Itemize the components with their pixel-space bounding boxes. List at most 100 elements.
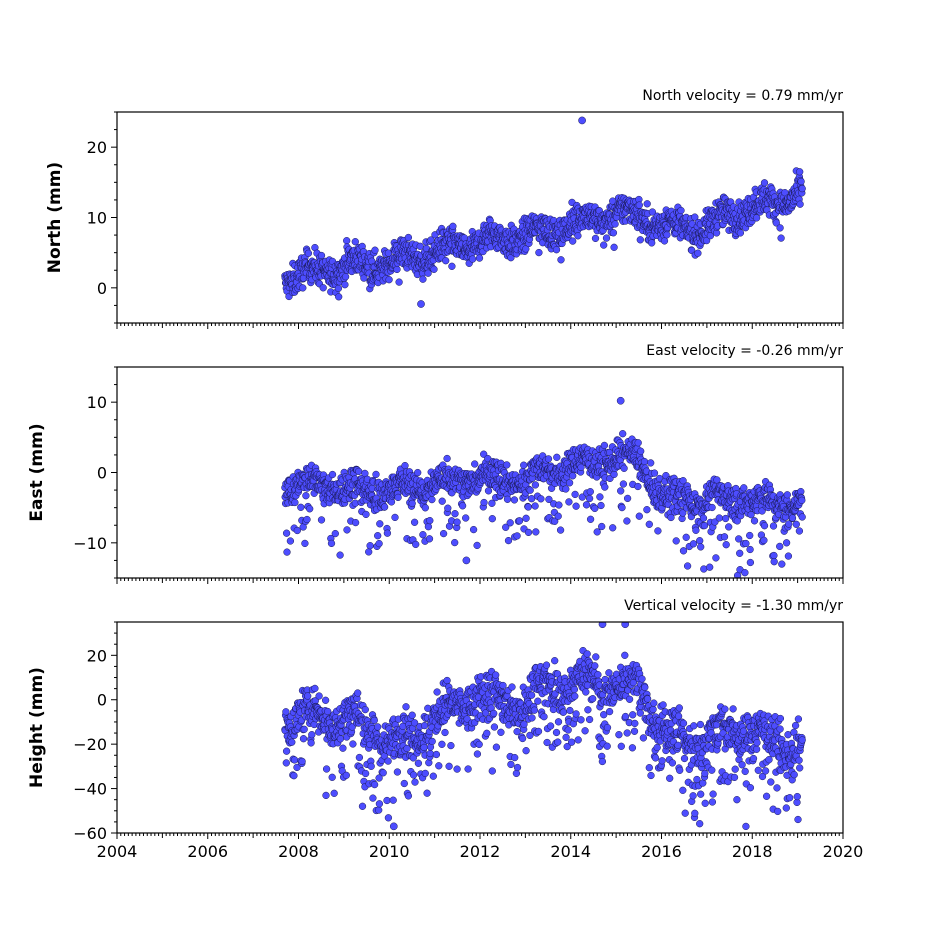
east-point (770, 551, 778, 560)
east-point (700, 521, 709, 530)
height-point (674, 712, 683, 720)
height-point (379, 769, 387, 777)
east-point (760, 536, 768, 544)
height-point (773, 784, 781, 792)
height-point (675, 704, 683, 712)
north-point (660, 237, 669, 245)
height-point (572, 710, 580, 718)
height-point (282, 759, 290, 767)
north-point (752, 214, 761, 222)
north-point (468, 255, 477, 263)
height-point (433, 688, 441, 696)
north-point (351, 238, 359, 246)
east-point (471, 460, 479, 468)
height-point (774, 807, 782, 816)
height-point (411, 778, 419, 786)
height-point (621, 712, 630, 721)
height-point (508, 683, 516, 691)
height-point (540, 713, 548, 721)
east-point (362, 510, 370, 519)
east-point (610, 470, 618, 479)
height-point (746, 784, 755, 792)
height-point (421, 769, 429, 778)
north-point (611, 220, 619, 228)
east-point (783, 491, 791, 499)
height-point (605, 707, 614, 716)
north-point (552, 246, 561, 254)
height-point (658, 757, 666, 765)
east-point (623, 517, 631, 525)
height-point (546, 722, 555, 730)
height-point (367, 762, 375, 770)
north-point (600, 241, 608, 249)
height-point (445, 762, 453, 770)
east-point (596, 493, 604, 501)
height-point (349, 740, 357, 748)
height-point (794, 715, 803, 723)
east-point (689, 540, 698, 548)
height-point (414, 759, 423, 767)
east-point (591, 504, 599, 513)
height-point (592, 653, 600, 661)
east-point (551, 517, 559, 525)
height-point (423, 789, 431, 797)
height-point (370, 780, 379, 789)
height-point (651, 754, 660, 762)
east-outlier-point (462, 556, 471, 565)
east-velocity-title: East velocity = -0.26 mm/yr (646, 343, 843, 359)
north-points (281, 116, 806, 308)
east-point (504, 536, 513, 545)
height-point (617, 742, 625, 750)
east-point (421, 504, 429, 512)
east-point (531, 502, 539, 510)
height-point (776, 714, 785, 723)
east-point (721, 514, 730, 523)
height-point (729, 705, 737, 713)
east-point (735, 535, 743, 543)
height-point (674, 741, 682, 749)
east-point (582, 501, 591, 509)
height-point (790, 771, 798, 779)
north-point (335, 293, 343, 301)
east-point (526, 486, 534, 494)
east-point (283, 548, 291, 556)
height-point (615, 731, 623, 739)
height-point (475, 740, 483, 749)
height-point (742, 822, 750, 831)
height-point (554, 718, 563, 726)
east-point (699, 514, 708, 522)
height-point (752, 745, 761, 753)
east-point (503, 495, 512, 503)
height-point (497, 728, 505, 736)
east-point (597, 501, 605, 510)
east-point (569, 472, 577, 480)
east-point (488, 499, 496, 507)
height-point (298, 757, 306, 766)
height-point (689, 792, 697, 800)
height-point (564, 726, 572, 734)
east-point (380, 503, 389, 511)
height-point (552, 728, 561, 737)
height-point (639, 734, 648, 742)
east-point (750, 517, 759, 525)
north-point (424, 269, 432, 277)
north-point (522, 245, 530, 253)
height-point (522, 747, 530, 755)
north-point (430, 265, 438, 273)
height-point (443, 676, 451, 685)
north-point (643, 200, 651, 208)
height-point (328, 773, 336, 781)
height-point (282, 708, 290, 716)
east-point (480, 498, 488, 507)
north-point (427, 236, 435, 244)
north-point (609, 197, 617, 205)
north-point (341, 273, 350, 281)
east-point (634, 439, 642, 447)
east-point (733, 517, 741, 525)
height-point (512, 769, 521, 778)
height-point (403, 744, 411, 753)
east-point (736, 549, 744, 557)
east-point (484, 487, 493, 495)
